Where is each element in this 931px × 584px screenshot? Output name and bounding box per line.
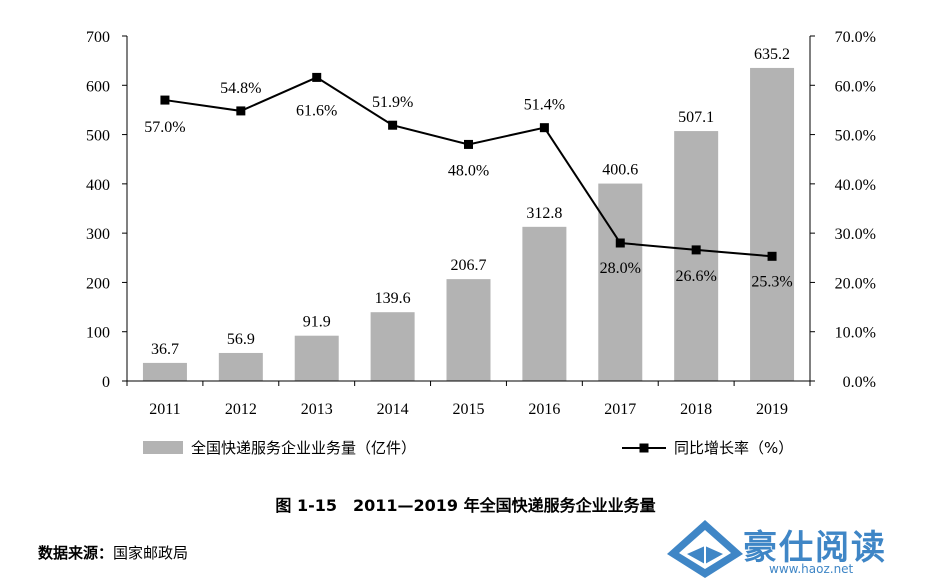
axes: 0 100 200 300 400 500 600 700 0.0% 10.0% 20.0% 30.0… [86, 29, 876, 418]
right-tick-label: 10.0% [835, 325, 876, 342]
left-tick-label: 300 [86, 226, 110, 243]
line-marker-2015 [464, 139, 473, 149]
bar-2013 [294, 335, 339, 381]
line-data-labels: 57.0% 54.8% 61.6% 51.9% 48.0% 51.4% 28.0% 26.6%… [144, 80, 792, 290]
bar-label-2011: 36.7 [151, 341, 179, 358]
watermark-book-icon [667, 520, 743, 578]
legend-bar-swatch [143, 441, 183, 454]
bar-2014 [370, 312, 415, 381]
line-marker-2017 [615, 238, 625, 248]
right-tick-label: 50.0% [835, 128, 876, 145]
bar-label-2012: 56.9 [227, 331, 255, 348]
legend: 全国快递服务企业业务量（亿件） 同比增长率（%） [143, 439, 793, 457]
x-tick-label: 2018 [680, 401, 712, 418]
line-marker-2011 [160, 95, 170, 105]
bar-2015 [446, 279, 491, 381]
bar-label-2016: 312.8 [526, 205, 562, 222]
right-tick-label: 70.0% [835, 29, 876, 46]
line-marker-2012 [236, 106, 246, 116]
bar-series [142, 67, 795, 382]
data-source-value: 国家邮政局 [113, 544, 189, 562]
right-tick-label: 20.0% [835, 275, 876, 292]
chart: 36.7 56.9 91.9 139.6 206.7 312.8 400.6 507.1 635… [86, 29, 876, 457]
bar-2011 [142, 362, 187, 381]
watermark-url: www.haoz.net [769, 562, 854, 576]
x-tick-label: 2014 [377, 401, 409, 418]
watermark-text: 豪仕阅读 [743, 528, 887, 568]
left-tick-label: 500 [86, 128, 110, 145]
line-label-2018: 26.6% [676, 268, 717, 285]
bar-2012 [218, 352, 263, 381]
bar-label-2018: 507.1 [678, 109, 714, 126]
right-tick-label: 40.0% [835, 177, 876, 194]
bar-2016 [522, 226, 567, 381]
bar-label-2015: 206.7 [451, 257, 487, 274]
bar-label-2019: 635.2 [754, 46, 790, 63]
watermark-logo: 豪仕阅读 www.haoz.net [665, 518, 927, 580]
line-marker-2018 [691, 245, 701, 255]
bar-2018 [674, 131, 719, 381]
x-tick-label: 2015 [453, 401, 485, 418]
legend-bar-label: 全国快递服务企业业务量（亿件） [191, 439, 416, 457]
x-tick-label: 2017 [604, 401, 636, 418]
line-marker-2016 [539, 123, 549, 133]
x-tick-label: 2011 [149, 401, 180, 418]
line-label-2015: 48.0% [448, 162, 489, 179]
line-marker-2013 [312, 72, 322, 82]
line-label-2017: 28.0% [600, 260, 641, 277]
line-label-2016: 51.4% [524, 97, 565, 114]
right-tick-label: 0.0% [843, 374, 876, 391]
line-label-2012: 54.8% [220, 80, 261, 97]
right-tick-label: 30.0% [835, 226, 876, 243]
line-marker-2019 [767, 251, 777, 261]
x-tick-label: 2012 [225, 401, 257, 418]
growth-line-series [160, 72, 777, 261]
line-label-2019: 25.3% [751, 273, 792, 290]
left-tick-label: 200 [86, 275, 110, 292]
bar-data-labels: 36.7 56.9 91.9 139.6 206.7 312.8 400.6 507.1 635… [151, 46, 790, 358]
x-tick-label: 2016 [528, 401, 560, 418]
line-label-2013: 61.6% [296, 102, 337, 119]
right-tick-label: 60.0% [835, 78, 876, 95]
bar-label-2013: 91.9 [303, 314, 331, 331]
bar-2017 [598, 183, 643, 381]
left-tick-label: 700 [86, 29, 110, 46]
line-label-2014: 51.9% [372, 94, 413, 111]
x-tick-label: 2013 [301, 401, 333, 418]
bar-2019 [750, 67, 795, 382]
legend-line-label: 同比增长率（%） [674, 439, 793, 457]
left-tick-label: 0 [102, 374, 110, 391]
line-label-2011: 57.0% [144, 119, 185, 136]
left-tick-label: 400 [86, 177, 110, 194]
data-source: 数据来源：国家邮政局 [38, 542, 188, 563]
left-tick-label: 100 [86, 325, 110, 342]
line-marker-2014 [388, 120, 398, 130]
bar-label-2017: 400.6 [602, 162, 638, 179]
figure-caption: 图 1-15 2011—2019 年全国快递服务企业业务量 [275, 496, 656, 515]
x-tick-label: 2019 [756, 401, 788, 418]
left-tick-label: 600 [86, 78, 110, 95]
bar-label-2014: 139.6 [375, 290, 411, 307]
data-source-label: 数据来源： [38, 544, 114, 562]
legend-line-marker [639, 443, 649, 453]
